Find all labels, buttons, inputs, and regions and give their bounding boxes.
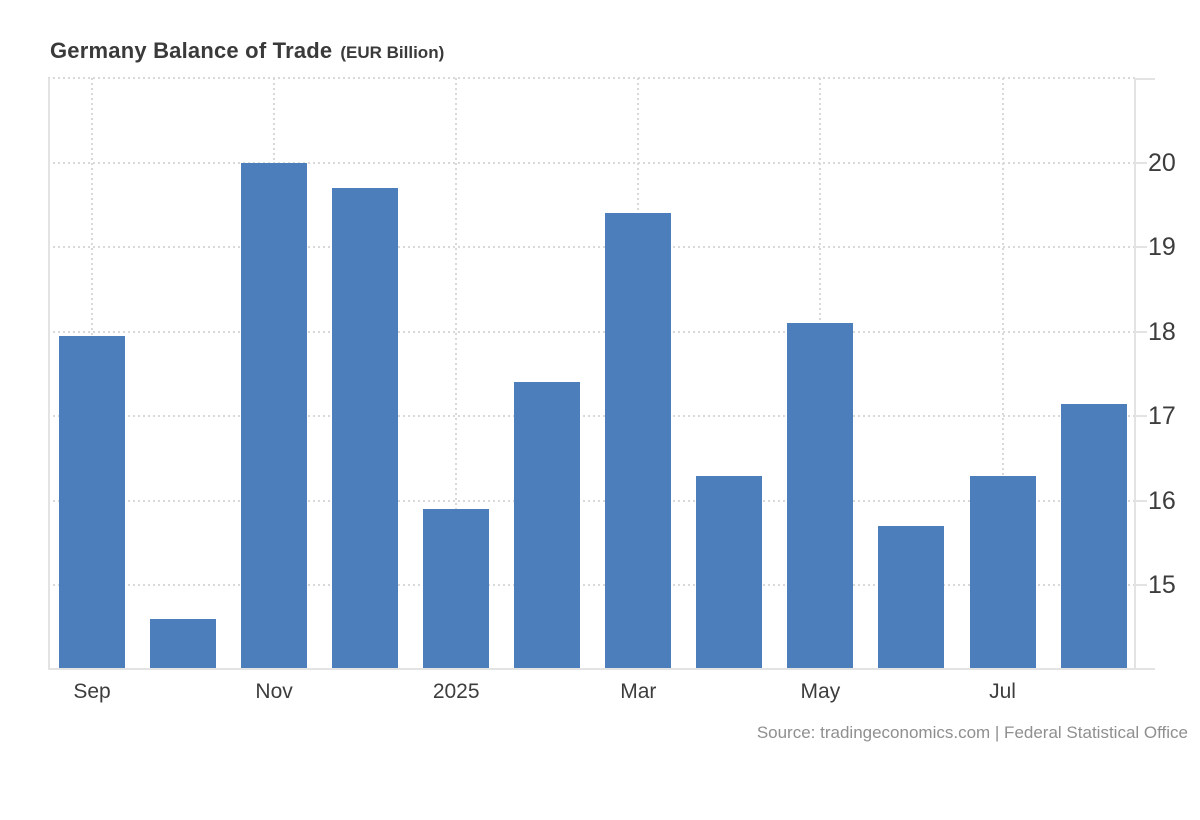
bar-apr[interactable]	[696, 475, 763, 670]
gridline-h-16	[48, 499, 1136, 502]
bar-aug[interactable]	[1060, 403, 1127, 670]
y-tick-label-19: 19	[1148, 233, 1176, 262]
bar-dec[interactable]	[332, 187, 399, 670]
x-tick-label-may: May	[800, 680, 841, 703]
gridline-h-18	[48, 330, 1136, 333]
plot-area[interactable]: 15 16 17 18 19 20 Sep Nov 2025 Mar May Jul	[48, 77, 1176, 703]
y-axis-line-right	[1134, 78, 1136, 670]
gridline-h-19	[48, 246, 1136, 249]
y-tick-label-20: 20	[1148, 148, 1176, 177]
bar-sep[interactable]	[59, 335, 125, 670]
bar-jun[interactable]	[878, 526, 945, 670]
chart-title-unit: (EUR Billion)	[340, 43, 445, 62]
y-tick-15	[1136, 584, 1147, 587]
y-tick-16	[1136, 499, 1147, 502]
y-tick-19	[1136, 246, 1147, 249]
y-axis-line-left	[48, 78, 50, 670]
x-axis-line	[48, 668, 1155, 670]
x-tick-label-2025: 2025	[432, 680, 480, 703]
x-tick-label-mar: Mar	[620, 680, 657, 703]
top-right-tick	[1136, 78, 1155, 80]
y-tick-label-17: 17	[1148, 402, 1176, 431]
bar-mar[interactable]	[605, 213, 672, 670]
x-tick-label-sep: Sep	[73, 680, 111, 703]
source-attribution: Source: tradingeconomics.com | Federal S…	[756, 723, 1188, 742]
y-tick-17	[1136, 415, 1147, 418]
chart-title-text: Germany Balance of Trade	[50, 38, 333, 63]
bar-jan[interactable]	[423, 509, 490, 670]
gridline-h-15	[48, 584, 1136, 587]
gridline-h-20	[48, 161, 1136, 164]
bar-feb[interactable]	[514, 382, 581, 670]
y-tick-18	[1136, 330, 1147, 333]
gridline-v-2025	[455, 78, 458, 670]
y-tick-label-15: 15	[1148, 571, 1176, 600]
bar-oct[interactable]	[150, 619, 217, 670]
bar-may[interactable]	[787, 323, 854, 670]
gridline-h-17	[48, 415, 1136, 418]
y-tick-label-16: 16	[1148, 486, 1176, 515]
gridline-v-jul	[1001, 78, 1004, 670]
bar-nov[interactable]	[241, 162, 308, 670]
chart-title: Germany Balance of Trade (EUR Billion)	[50, 38, 444, 64]
bar-jul[interactable]	[969, 475, 1036, 670]
y-tick-20	[1136, 161, 1147, 164]
gridline-h-21	[48, 77, 1136, 79]
y-tick-label-18: 18	[1148, 317, 1176, 346]
x-tick-label-jul: Jul	[989, 680, 1016, 703]
x-tick-label-nov: Nov	[255, 680, 293, 703]
